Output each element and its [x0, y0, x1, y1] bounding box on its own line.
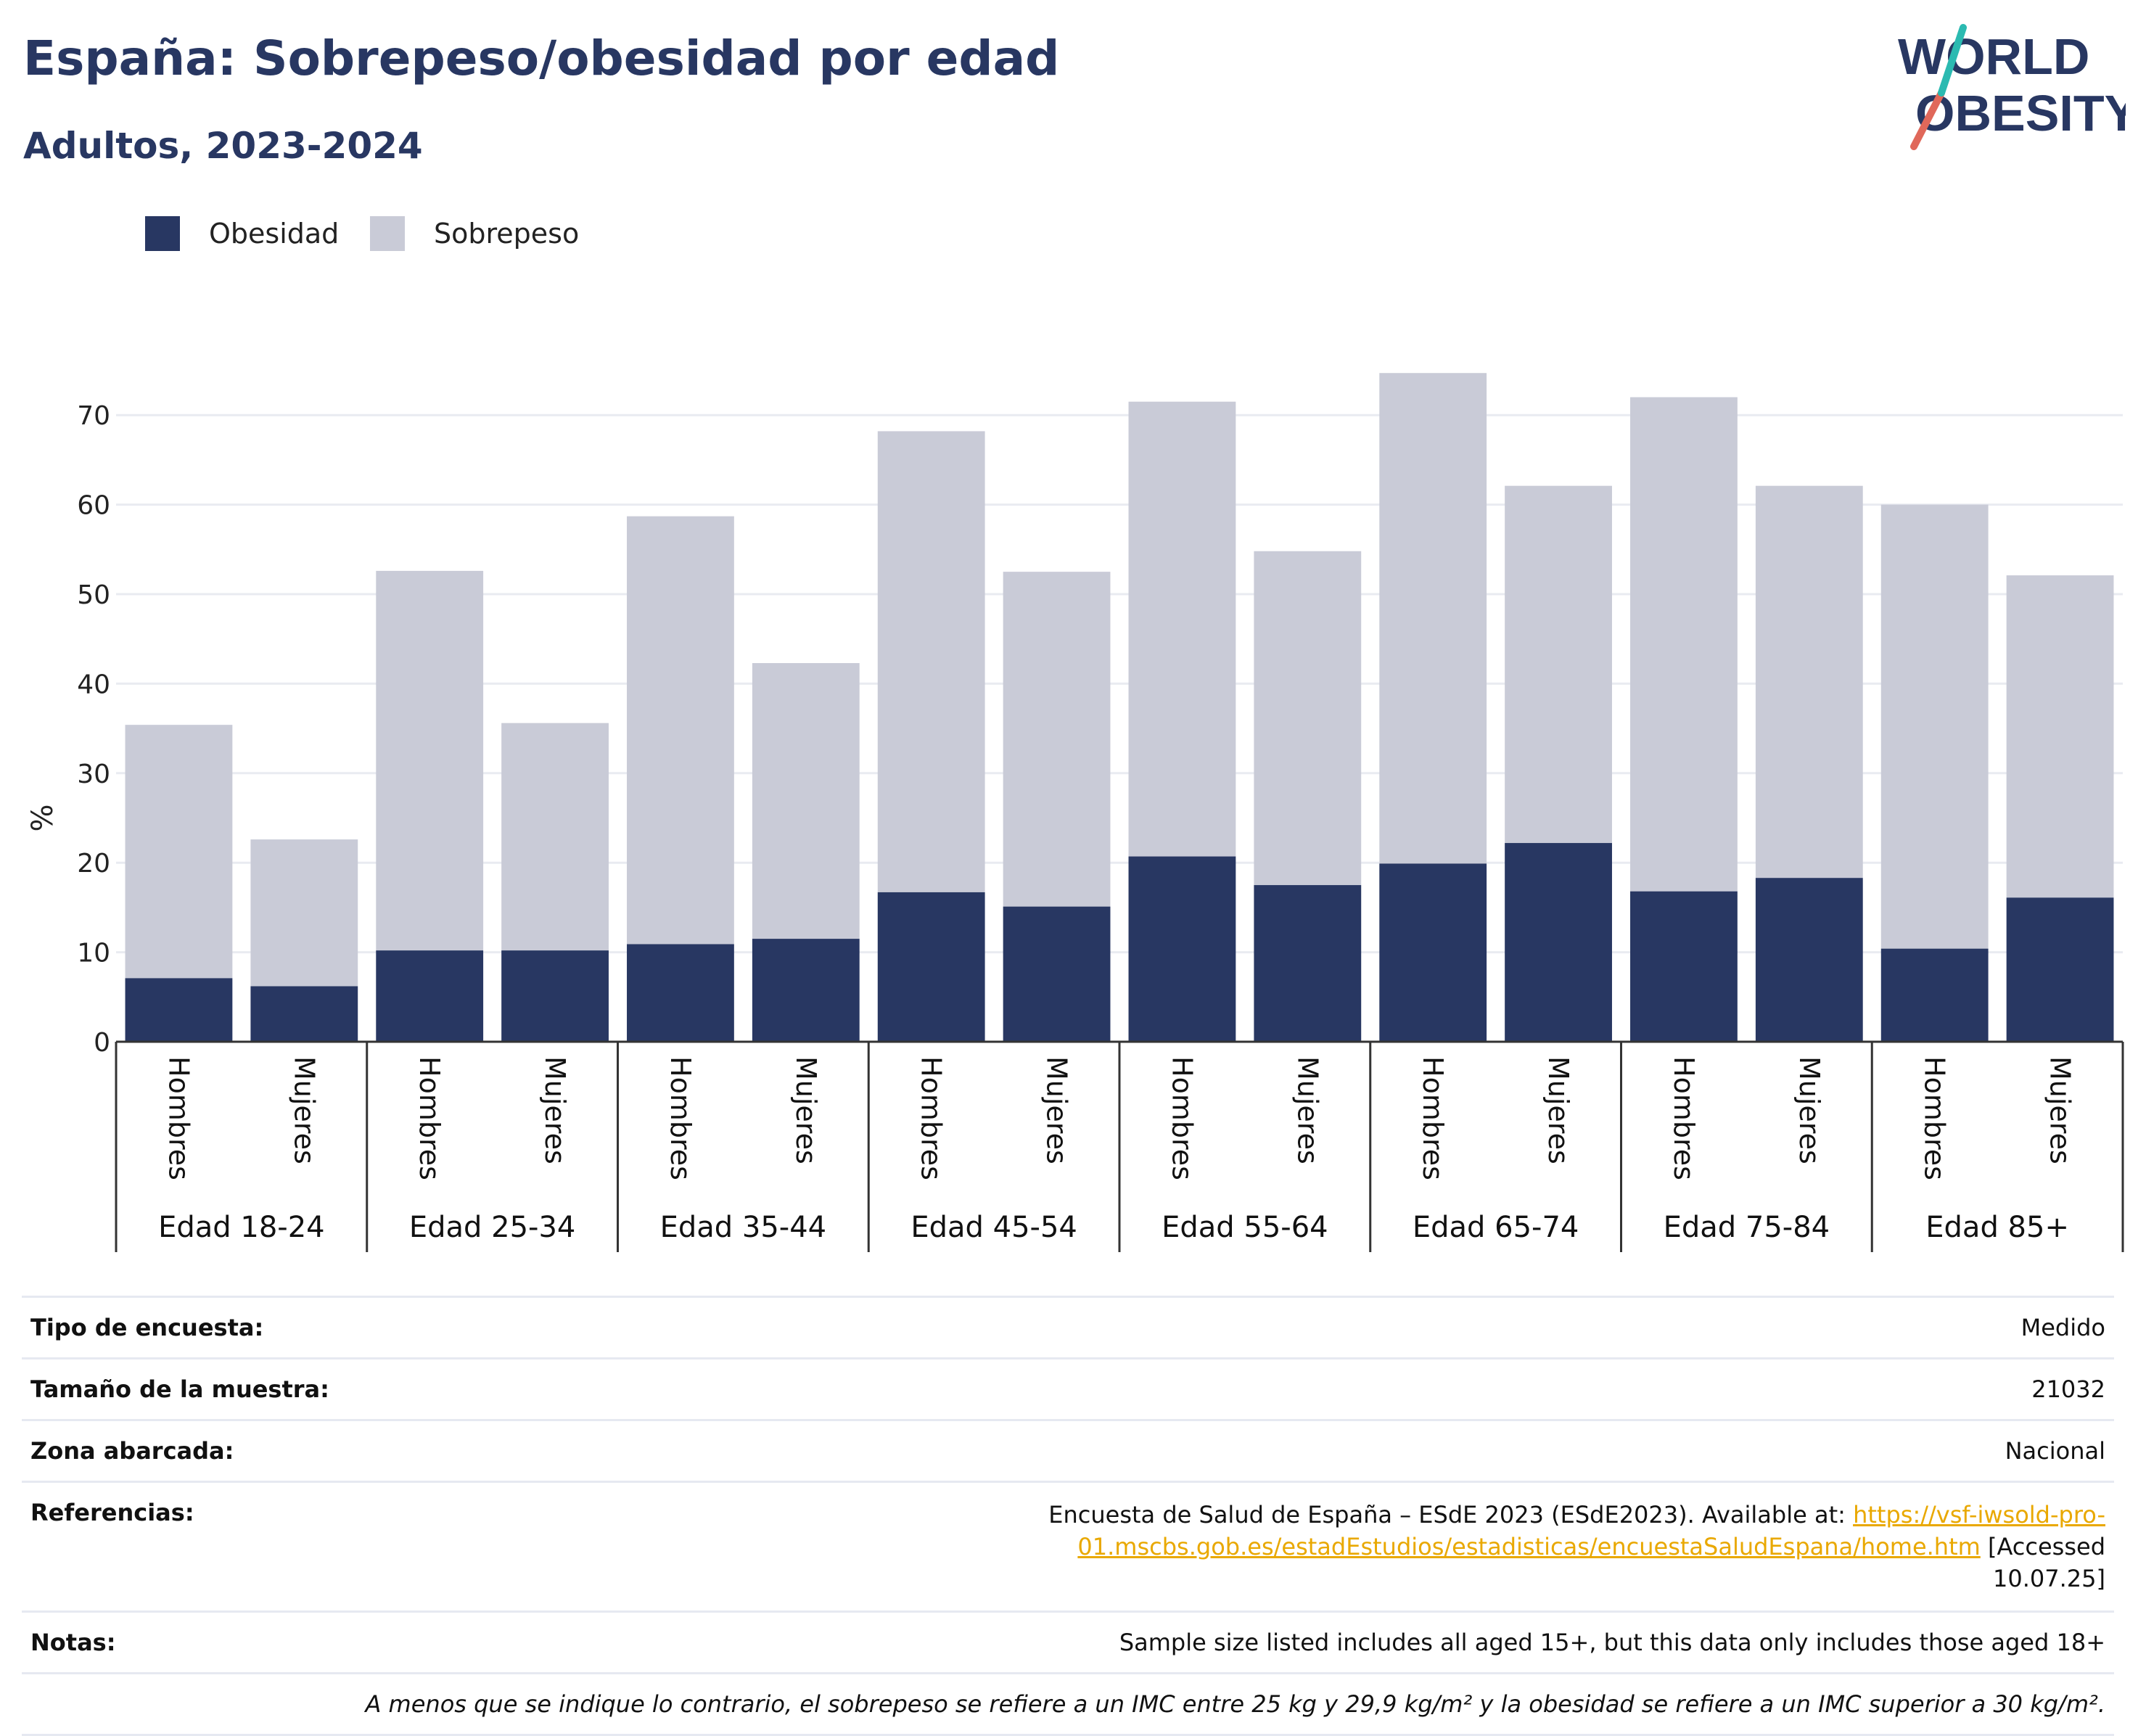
- x-subcategory-label: Hombres: [1166, 1056, 1198, 1180]
- logo-slash-red: [1910, 89, 1945, 150]
- x-group-label: Edad 75-84: [1664, 1211, 1830, 1244]
- bar-obesidad: [1755, 878, 1863, 1042]
- x-subcategory-label: Hombres: [1668, 1056, 1700, 1180]
- references-label: Referencias:: [30, 1499, 194, 1526]
- x-subcategory-label: Mujeres: [1291, 1056, 1323, 1164]
- legend-label-overweight: Sobrepeso: [434, 218, 580, 250]
- stacked-bar-chart: 0 10 20 30 40 50 60 70% Hombres Mujeres Hombres Muj…: [26, 373, 2124, 1252]
- bar-obesidad: [1254, 885, 1362, 1042]
- notes-value: Sample size listed includes all aged 15+…: [1119, 1629, 2105, 1656]
- survey-type-label: Tipo de encuesta:: [30, 1314, 264, 1341]
- x-group-label: Edad 18-24: [158, 1211, 325, 1244]
- x-subcategory-label: Mujeres: [790, 1056, 822, 1164]
- bar-sobrepeso: [1630, 397, 1738, 892]
- x-subcategory-label: Hombres: [665, 1056, 696, 1180]
- bar-obesidad: [1379, 863, 1487, 1042]
- x-subcategory-label: Mujeres: [2044, 1056, 2076, 1164]
- bar-obesidad: [1630, 891, 1738, 1042]
- sample-size-row: Tamaño de la muestra: 21032: [22, 1357, 2114, 1419]
- info-table: Tipo de encuesta: Medido Tamaño de la mu…: [22, 1296, 2114, 1736]
- bar-sobrepeso: [1003, 572, 1111, 907]
- x-subcategory-label: Mujeres: [1793, 1056, 1825, 1164]
- y-tick-label: 10: [77, 939, 110, 968]
- y-axis-label: %: [26, 804, 59, 831]
- area-label: Zona abarcada:: [30, 1437, 234, 1465]
- chart-subtitle: Adultos, 2023-2024: [23, 125, 423, 167]
- x-subcategory-label: Mujeres: [288, 1056, 320, 1164]
- x-subcategory-label: Mujeres: [1041, 1056, 1073, 1164]
- logo-line2: OBESITY: [1915, 85, 2126, 141]
- x-group-label: Edad 35-44: [660, 1211, 827, 1244]
- legend-item-obesity: Obesidad: [145, 216, 339, 251]
- bar-sobrepeso: [125, 725, 233, 979]
- y-tick-label: 0: [94, 1028, 110, 1058]
- bar-sobrepeso: [1254, 551, 1362, 886]
- logo-slash-teal: [1938, 24, 1967, 96]
- x-subcategory-label: Mujeres: [539, 1056, 571, 1164]
- bar-sobrepeso: [1505, 485, 1612, 844]
- x-subcategory-label: Mujeres: [1542, 1056, 1574, 1164]
- logo-line1: WORLD: [1898, 28, 2089, 85]
- bar-sobrepeso: [627, 516, 734, 945]
- x-group-label: Edad 45-54: [910, 1211, 1077, 1244]
- notes-row: Notas: Sample size listed includes all a…: [22, 1610, 2114, 1672]
- bar-sobrepeso: [2006, 575, 2114, 898]
- bar-obesidad: [1880, 948, 1989, 1042]
- references-link[interactable]: https://vsf-iwsold-pro-01.mscbs.gob.es/e…: [1077, 1501, 2105, 1560]
- bar-sobrepeso: [1128, 401, 1236, 857]
- legend-swatch-overweight: [370, 216, 405, 251]
- bar-sobrepeso: [376, 570, 484, 951]
- y-tick-label: 30: [77, 760, 110, 789]
- bar-sobrepeso: [250, 839, 358, 987]
- bar-obesidad: [1505, 843, 1612, 1042]
- sample-size-label: Tamaño de la muestra:: [30, 1375, 329, 1403]
- bar-sobrepeso: [877, 431, 985, 892]
- x-subcategory-label: Hombres: [414, 1056, 445, 1180]
- x-subcategory-label: Hombres: [1417, 1056, 1449, 1180]
- legend-label-obesity: Obesidad: [209, 218, 340, 250]
- legend-swatch-obesity: [145, 216, 180, 251]
- x-subcategory-label: Hombres: [916, 1056, 947, 1180]
- bar-obesidad: [250, 986, 358, 1042]
- references-value: Encuesta de Salud de España – ESdE 2023 …: [981, 1499, 2105, 1595]
- bar-obesidad: [877, 892, 985, 1042]
- y-tick-label: 40: [77, 670, 110, 699]
- notes-label: Notas:: [30, 1629, 116, 1656]
- bar-sobrepeso: [1379, 373, 1487, 864]
- bar-obesidad: [1003, 906, 1111, 1042]
- bar-obesidad: [752, 939, 860, 1042]
- survey-type-row: Tipo de encuesta: Medido: [22, 1296, 2114, 1357]
- x-group-label: Edad 65-74: [1413, 1211, 1579, 1244]
- chart-title: España: Sobrepeso/obesidad por edad: [23, 30, 1060, 86]
- references-text: Encuesta de Salud de España – ESdE 2023 …: [1048, 1501, 1846, 1529]
- x-subcategory-label: Hombres: [1919, 1056, 1951, 1180]
- world-obesity-logo: WORLD OBESITY: [1898, 24, 2126, 150]
- bar-obesidad: [1128, 856, 1236, 1042]
- bar-obesidad: [501, 950, 609, 1042]
- bar-sobrepeso: [1880, 504, 1989, 949]
- sample-size-value: 21032: [2031, 1375, 2105, 1403]
- y-tick-label: 70: [77, 401, 110, 431]
- footnote: A menos que se indique lo contrario, el …: [22, 1672, 2114, 1736]
- x-subcategory-label: Hombres: [163, 1056, 194, 1180]
- bar-obesidad: [376, 950, 484, 1042]
- survey-type-value: Medido: [2020, 1314, 2105, 1341]
- legend-item-overweight: Sobrepeso: [370, 216, 579, 251]
- references-accessed: [Accessed 10.07.25]: [1987, 1533, 2105, 1592]
- area-row: Zona abarcada: Nacional: [22, 1419, 2114, 1481]
- x-group-label: Edad 25-34: [409, 1211, 576, 1244]
- bar-obesidad: [2006, 897, 2114, 1042]
- bar-obesidad: [125, 978, 233, 1042]
- references-row: Referencias: Encuesta de Salud de España…: [22, 1481, 2114, 1610]
- bar-sobrepeso: [501, 723, 609, 951]
- bar-sobrepeso: [1755, 485, 1863, 879]
- area-value: Nacional: [2005, 1437, 2105, 1465]
- y-tick-label: 60: [77, 491, 110, 521]
- bar-obesidad: [627, 944, 734, 1042]
- bar-sobrepeso: [752, 663, 860, 939]
- x-group-label: Edad 85+: [1925, 1211, 2069, 1244]
- y-tick-label: 20: [77, 849, 110, 879]
- x-group-label: Edad 55-64: [1162, 1211, 1328, 1244]
- y-tick-label: 50: [77, 580, 110, 610]
